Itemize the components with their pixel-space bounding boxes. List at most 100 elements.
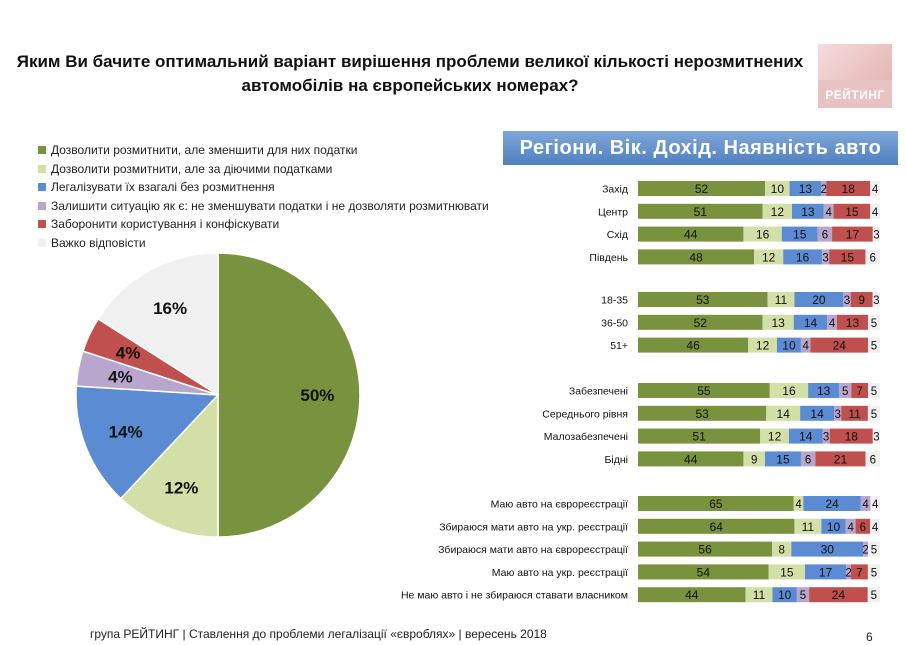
bar-segment xyxy=(826,181,871,196)
bar-segment xyxy=(638,451,744,467)
row-label: 18-35 xyxy=(601,295,628,307)
bar-value: 11 xyxy=(802,520,815,534)
bar-segment xyxy=(764,451,801,467)
bar-value: 3 xyxy=(844,295,850,307)
bar-segment xyxy=(743,451,765,467)
bar-segment xyxy=(765,181,790,196)
bar-value: 6 xyxy=(870,454,876,466)
pie-label: 16% xyxy=(153,299,187,318)
bar-segment xyxy=(872,226,880,242)
legend-item: Залишити ситуацію як є: не зменшувати по… xyxy=(38,197,489,216)
bar-segment xyxy=(638,405,767,421)
row-label: Бідні xyxy=(605,454,628,466)
bar-segment xyxy=(870,518,880,534)
pie-slice xyxy=(217,252,361,538)
bar-value: 21 xyxy=(834,452,848,466)
bar-value: 16 xyxy=(796,250,810,264)
bar-segment xyxy=(810,337,869,353)
bar-segment xyxy=(821,249,830,265)
bar-value: 4 xyxy=(803,341,810,353)
bar-segment xyxy=(768,564,805,580)
bar-value: 4 xyxy=(872,522,879,534)
bar-value: 44 xyxy=(685,588,699,602)
bar-value: 3 xyxy=(822,252,828,264)
bar-value: 17 xyxy=(819,565,833,579)
bar-value: 4 xyxy=(825,207,832,219)
legend-swatch xyxy=(38,146,46,155)
bar-value: 20 xyxy=(812,293,826,307)
bar-segment xyxy=(867,587,880,603)
bar-value: 4 xyxy=(872,499,879,511)
bar-segment xyxy=(867,564,880,580)
bar-segment xyxy=(638,541,773,557)
bar-value: 48 xyxy=(689,250,703,264)
bar-segment xyxy=(772,587,797,603)
bar-segment xyxy=(800,405,835,421)
bar-segment xyxy=(870,203,880,219)
bar-segment xyxy=(872,292,880,307)
pie-slice xyxy=(75,385,220,500)
row-label: Малозабезпечені xyxy=(544,431,628,443)
bar-segment xyxy=(817,226,833,242)
bar-value: 5 xyxy=(871,567,877,579)
bar-value: 13 xyxy=(799,182,813,196)
section-banner: Регіони. Вік. Дохід. Наявність авто xyxy=(503,131,898,165)
bar-segment xyxy=(793,314,828,330)
bar-value: 24 xyxy=(833,339,847,353)
bar-segment xyxy=(846,564,851,580)
bar-segment xyxy=(772,541,792,557)
bar-value: 14 xyxy=(799,430,813,444)
bar-segment xyxy=(867,405,880,421)
row-label: Південь xyxy=(589,252,628,264)
legend-item: Важко відповісти xyxy=(38,234,489,253)
bar-segment xyxy=(760,428,789,444)
bar-segment xyxy=(836,314,869,330)
bar-value: 46 xyxy=(686,339,700,353)
legend-swatch xyxy=(38,164,46,173)
bar-value: 7 xyxy=(856,386,862,398)
bar-value: 13 xyxy=(801,205,815,219)
pie-label: 4% xyxy=(116,344,141,363)
bar-value: 44 xyxy=(684,228,698,242)
legend-item: Легалізувати їх взагалі без розмитнення xyxy=(38,178,489,197)
bar-value: 15 xyxy=(776,452,790,466)
legend-label: Залишити ситуацію як є: не зменшувати по… xyxy=(51,198,489,213)
bar-value: 51 xyxy=(692,430,706,444)
bar-value: 30 xyxy=(821,543,835,557)
bar-value: 6 xyxy=(870,252,876,264)
row-label: Маю авто на єврореєстрації xyxy=(491,499,628,511)
row-label: Забезпечені xyxy=(569,386,628,398)
bar-value: 5 xyxy=(842,386,848,398)
bar-value: 7 xyxy=(856,567,862,579)
bar-segment xyxy=(843,292,851,307)
legend-item: Дозволити розмитнити, але за діючими под… xyxy=(38,160,489,179)
bar-segment xyxy=(762,314,794,330)
bar-value: 6 xyxy=(805,454,811,466)
pie-label: 50% xyxy=(300,386,334,405)
bar-value: 12 xyxy=(762,250,776,264)
bar-value: 9 xyxy=(858,295,864,307)
bar-value: 18 xyxy=(842,182,856,196)
pie-label: 12% xyxy=(164,478,198,497)
title-line-2: автомобілів на європейських номерах? xyxy=(241,76,579,95)
bar-value: 14 xyxy=(777,407,791,421)
bar-value: 10 xyxy=(771,182,785,196)
bar-value: 5 xyxy=(871,386,877,398)
bar-value: 5 xyxy=(871,318,877,330)
legend-swatch xyxy=(38,220,46,229)
bar-value: 18 xyxy=(845,430,859,444)
bar-segment xyxy=(841,405,868,421)
bar-value: 44 xyxy=(684,452,698,466)
bar-value: 16 xyxy=(782,384,796,398)
bar-segment xyxy=(839,383,852,398)
bar-segment xyxy=(638,314,763,330)
bar-value: 4 xyxy=(847,522,854,534)
pie-label: 4% xyxy=(108,367,133,386)
bar-value: 56 xyxy=(698,543,712,557)
bar-segment xyxy=(868,541,880,557)
legend-label: Важко відповісти xyxy=(51,235,146,250)
bar-value: 11 xyxy=(775,293,788,307)
bar-segment xyxy=(868,383,880,398)
logo-text: РЕЙТИНГ xyxy=(825,88,885,102)
